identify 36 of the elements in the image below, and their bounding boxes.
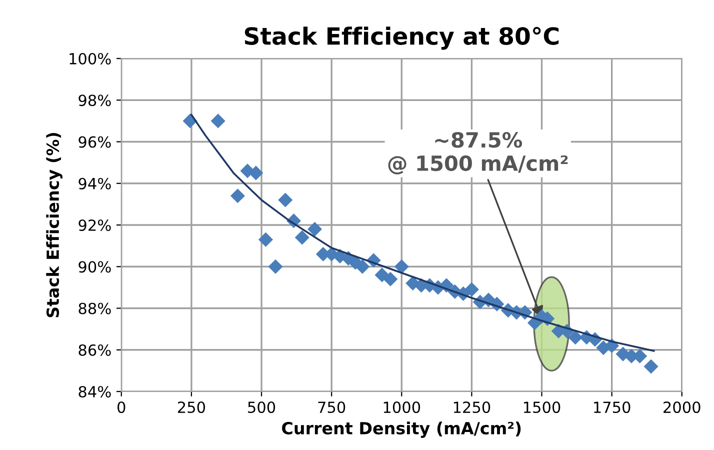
y-axis-title: Stack Efficiency (%) — [46, 133, 62, 318]
y-tick-label: 98% — [78, 94, 111, 106]
point — [258, 232, 273, 247]
x-tick-label: 2000 — [664, 401, 700, 414]
y-tick-label: 96% — [78, 136, 111, 148]
x-axis-title: Current Density (mA/cm²) — [282, 422, 521, 438]
y-tick-label: 88% — [78, 302, 111, 314]
point — [294, 230, 310, 245]
y-tick-label: 100% — [70, 52, 111, 65]
point — [644, 359, 658, 374]
point — [568, 330, 583, 345]
x-tick-label: 1500 — [524, 401, 560, 414]
point — [230, 188, 245, 204]
point — [383, 272, 398, 286]
x-tick-label: 0 — [118, 401, 126, 414]
y-tick-label: 92% — [78, 219, 111, 232]
point — [248, 166, 264, 180]
x-tick-label: 750 — [318, 401, 346, 414]
x-tick-label: 500 — [248, 401, 276, 414]
point — [278, 192, 293, 208]
y-tick-label: 90% — [78, 261, 111, 273]
y-tick-label: 94% — [78, 178, 111, 190]
point — [394, 259, 409, 274]
chart-title: Stack Efficiency at 80°C — [244, 26, 559, 50]
point — [210, 114, 226, 128]
x-tick-label: 250 — [178, 401, 206, 414]
x-tick-label: 1750 — [594, 401, 630, 414]
x-tick-label: 1000 — [384, 401, 420, 414]
point — [307, 222, 322, 236]
y-tick-label: 86% — [78, 344, 111, 356]
point — [464, 282, 479, 297]
x-tick-label: 1250 — [454, 401, 490, 414]
point — [355, 259, 370, 274]
annotation: ~87.5% @ 1500 mA/cm² — [388, 132, 568, 174]
point — [268, 259, 283, 274]
y-tick-label: 84% — [78, 386, 111, 398]
